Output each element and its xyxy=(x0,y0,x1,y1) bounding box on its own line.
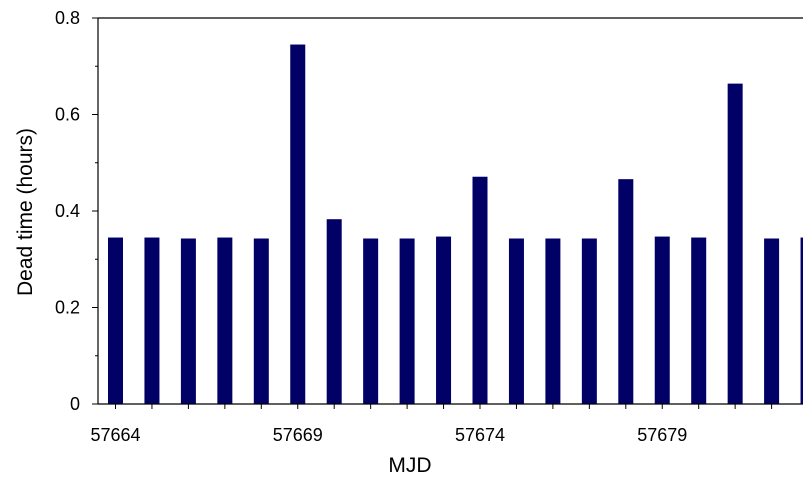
bar-57676 xyxy=(545,238,561,404)
bar-57667 xyxy=(217,237,233,404)
bar-57679 xyxy=(654,236,670,404)
bar-57674 xyxy=(472,176,488,404)
bar-57668 xyxy=(253,238,269,404)
y-tick-label: 0.6 xyxy=(55,105,80,125)
bar-57665 xyxy=(144,237,160,404)
bar-57683 xyxy=(800,237,803,404)
bar-57671 xyxy=(363,238,379,404)
bar-57673 xyxy=(436,236,452,404)
bar-57681 xyxy=(727,83,743,405)
bar-57677 xyxy=(581,238,597,404)
ticks-layer: 0 0.2 0.4 0.6 0.8 57664 57669 57674 57679 xyxy=(55,8,773,445)
bar-57682 xyxy=(764,238,780,404)
bar-57680 xyxy=(691,237,707,404)
y-tick-label: 0.8 xyxy=(55,8,80,28)
y-axis-title: Dead time (hours) xyxy=(14,128,37,296)
bar-57664 xyxy=(108,237,123,404)
y-tick-label: 0 xyxy=(70,394,80,414)
bar-57670 xyxy=(326,219,342,404)
bar-57666 xyxy=(180,238,196,404)
bar-57675 xyxy=(508,238,524,404)
bar-57672 xyxy=(399,238,415,404)
x-tick-label: 57664 xyxy=(90,425,140,445)
bars-layer xyxy=(108,44,803,405)
y-tick-label: 0.4 xyxy=(55,201,80,221)
bar-57669 xyxy=(290,44,306,404)
x-tick-label: 57679 xyxy=(637,425,687,445)
bar-57678 xyxy=(618,179,634,404)
y-tick-label: 0.2 xyxy=(55,298,80,318)
x-tick-label: 57674 xyxy=(455,425,505,445)
x-tick-label: 57669 xyxy=(273,425,323,445)
x-axis-title: MJD xyxy=(388,454,431,477)
